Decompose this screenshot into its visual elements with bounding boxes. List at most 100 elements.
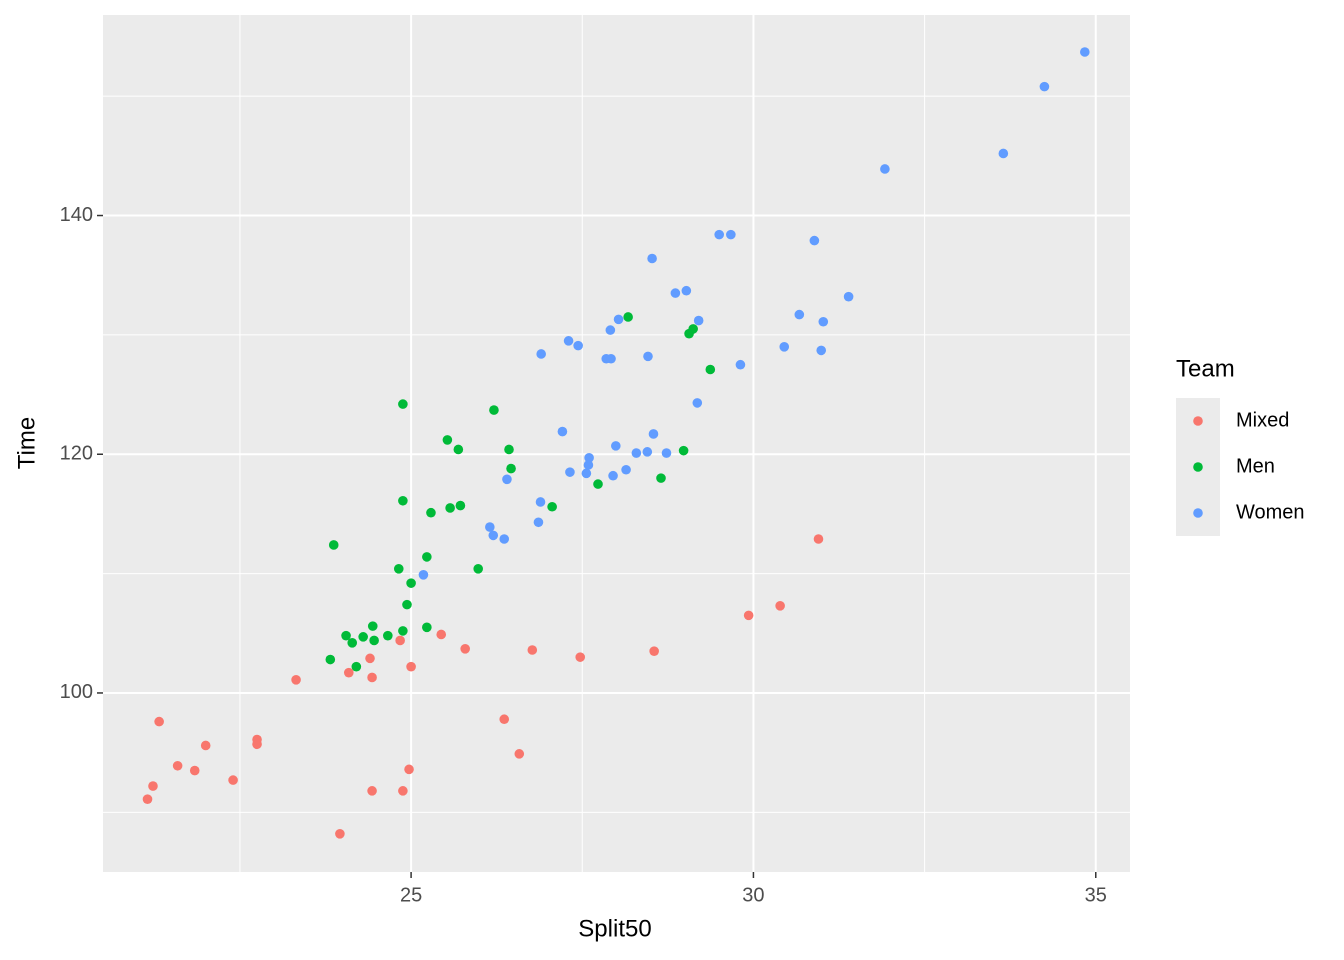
point <box>406 578 416 588</box>
point <box>563 336 574 346</box>
point <box>489 405 499 415</box>
legend-label: Men <box>1236 455 1275 477</box>
point <box>608 470 618 481</box>
point <box>681 285 692 296</box>
point <box>436 629 447 640</box>
point <box>426 507 436 518</box>
point <box>404 764 414 775</box>
point <box>442 435 453 445</box>
point <box>593 479 603 489</box>
point <box>228 775 238 785</box>
point <box>605 325 616 335</box>
point <box>367 621 378 631</box>
point <box>714 229 724 240</box>
point <box>678 445 689 456</box>
x-tick-label: 25 <box>400 884 422 906</box>
point <box>621 464 631 475</box>
point <box>998 148 1009 159</box>
point <box>291 675 301 685</box>
point <box>1039 81 1050 92</box>
legend-key <box>1193 508 1203 518</box>
point <box>693 315 704 326</box>
point <box>631 448 642 458</box>
point <box>533 517 544 528</box>
point <box>406 661 416 672</box>
point <box>502 474 512 485</box>
point <box>422 552 432 562</box>
point <box>643 351 653 362</box>
legend-label: Mixed <box>1236 409 1289 431</box>
point <box>365 653 375 664</box>
y-tick-label: 120 <box>60 443 93 465</box>
point <box>547 501 557 512</box>
point <box>649 646 659 656</box>
point <box>573 340 583 351</box>
point <box>395 635 405 646</box>
point <box>335 829 345 839</box>
point <box>154 716 164 727</box>
point <box>647 253 657 264</box>
point <box>623 312 633 322</box>
point <box>557 426 568 437</box>
point <box>504 444 514 455</box>
point <box>818 316 829 327</box>
point <box>325 654 336 665</box>
legend-key <box>1193 462 1203 472</box>
point <box>583 460 594 470</box>
point <box>726 229 736 240</box>
legend-label: Women <box>1236 501 1305 523</box>
point <box>642 447 653 457</box>
y-axis-title: Time <box>13 417 40 469</box>
point <box>565 467 575 477</box>
point <box>692 398 703 408</box>
legend-key <box>1193 416 1203 426</box>
point <box>445 503 455 513</box>
x-tick-label: 30 <box>742 884 764 906</box>
point <box>613 314 624 325</box>
point <box>343 667 354 678</box>
point <box>656 473 666 483</box>
point <box>347 638 358 648</box>
point <box>189 765 200 776</box>
point <box>142 794 153 804</box>
point <box>328 540 339 550</box>
point <box>575 652 586 662</box>
point <box>200 740 211 751</box>
point <box>369 635 379 646</box>
point <box>794 309 805 320</box>
point <box>648 429 659 439</box>
point <box>351 661 362 672</box>
point <box>535 497 546 507</box>
point <box>418 569 429 580</box>
point <box>606 353 616 364</box>
point <box>453 444 464 455</box>
point <box>367 786 377 796</box>
point <box>398 399 408 409</box>
point <box>473 564 483 574</box>
y-tick-label: 140 <box>60 204 93 226</box>
point <box>527 645 538 655</box>
point <box>402 599 412 610</box>
point <box>1080 47 1090 57</box>
point <box>455 500 466 511</box>
legend-title: Team <box>1176 355 1235 382</box>
x-axis-title: Split50 <box>578 915 651 942</box>
point <box>514 749 525 759</box>
point <box>816 345 827 356</box>
point <box>485 522 495 532</box>
point <box>775 601 785 611</box>
point <box>393 564 404 574</box>
point <box>460 643 470 654</box>
point <box>813 534 824 544</box>
point <box>670 288 681 298</box>
point <box>358 632 368 642</box>
point <box>398 626 408 636</box>
y-tick-label: 100 <box>60 681 93 703</box>
point <box>688 324 698 334</box>
point <box>705 364 716 375</box>
point <box>383 630 393 641</box>
x-tick-label: 35 <box>1085 884 1107 906</box>
point <box>341 630 351 641</box>
